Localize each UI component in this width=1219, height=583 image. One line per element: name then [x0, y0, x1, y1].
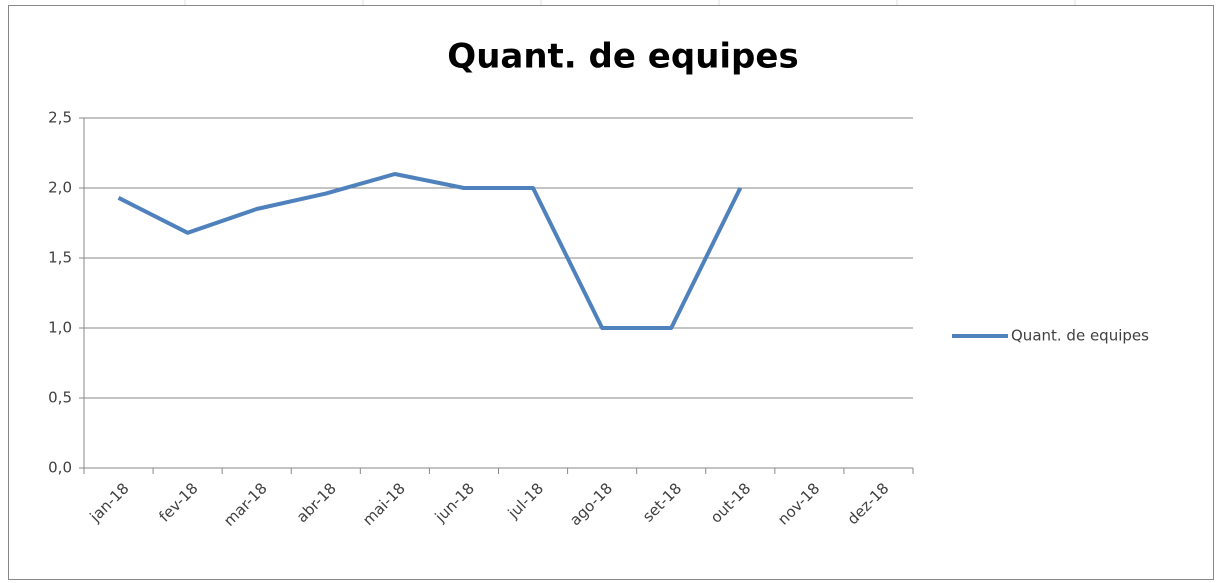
y-tick-label: 1,0: [48, 319, 72, 337]
y-tick-label: 2,5: [48, 109, 72, 127]
chart-area: [8, 5, 1214, 580]
y-tick-label: 0,5: [48, 389, 72, 407]
legend-label: Quant. de equipes: [1011, 327, 1149, 345]
y-tick-label: 1,5: [48, 249, 72, 267]
series-line: [117, 172, 743, 330]
chart-title: Quant. de equipes: [447, 37, 798, 77]
y-tick-label: 0,0: [48, 459, 72, 477]
y-tick-label: 2,0: [48, 179, 72, 197]
